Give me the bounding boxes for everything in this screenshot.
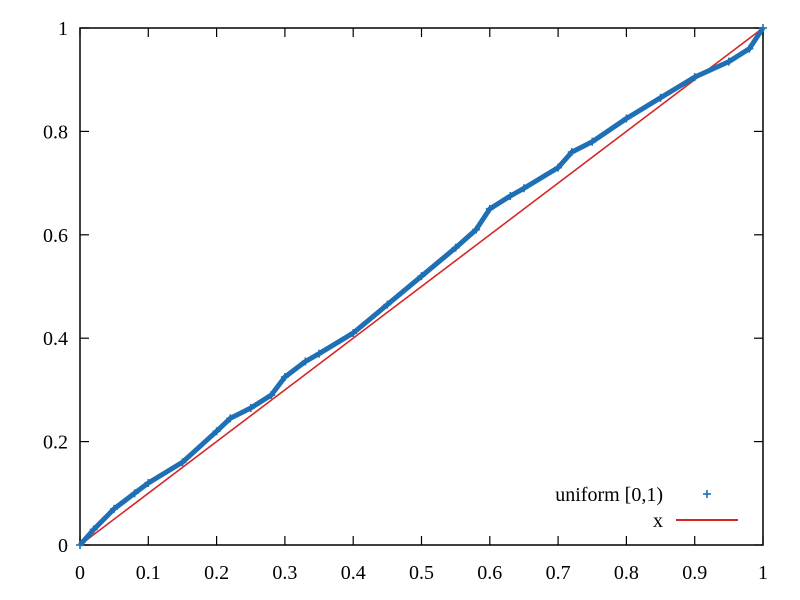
data-point (110, 504, 119, 513)
data-point (301, 357, 310, 366)
x-tick-label: 0.8 (614, 562, 639, 584)
y-tick-label: 0 (58, 535, 68, 557)
data-point (280, 372, 289, 381)
x-tick-label: 0.3 (272, 562, 297, 584)
series-uniform-points (76, 24, 767, 549)
data-point (506, 192, 515, 201)
x-tick-label: 0.2 (204, 562, 229, 584)
data-point (144, 478, 153, 487)
data-point (267, 391, 276, 400)
y-tick-label: 0.6 (43, 225, 68, 247)
y-tick-label: 0.8 (43, 121, 68, 143)
data-point (656, 93, 665, 102)
y-axis-tick-labels: 0 0.2 0.4 0.6 0.8 1 (43, 18, 68, 557)
data-point (451, 243, 460, 252)
x-tick-label: 0.9 (682, 562, 707, 584)
legend: uniform [0,1) x (555, 484, 738, 532)
data-point (76, 541, 84, 549)
y-tick-label: 0.2 (43, 432, 68, 454)
data-point (622, 114, 631, 123)
data-point (745, 44, 754, 53)
y-tick-label: 0.4 (43, 328, 68, 350)
data-point (212, 427, 221, 436)
data-point (554, 163, 563, 172)
data-point (472, 225, 481, 234)
data-point (724, 57, 733, 66)
legend-plus-marker (703, 490, 711, 498)
data-point (315, 349, 324, 358)
x-tick-label: 0.5 (409, 562, 434, 584)
x-tick-label: 0.4 (341, 562, 366, 584)
data-point (417, 272, 426, 281)
x-tick-label: 0.7 (546, 562, 571, 584)
data-point (690, 73, 699, 82)
x-tick-label: 0.1 (136, 562, 161, 584)
line-segment-x (79, 27, 764, 546)
data-point (588, 137, 597, 146)
points-band-uniform (78, 26, 766, 547)
data-point (178, 458, 187, 467)
data-point (485, 204, 494, 213)
data-point (89, 525, 98, 534)
data-point (759, 24, 767, 32)
legend-label-uniform: uniform [0,1) (555, 484, 663, 506)
data-point (246, 403, 255, 412)
x-tick-label: 0.6 (477, 562, 502, 584)
series-x-line (79, 27, 764, 546)
data-point (349, 329, 358, 338)
data-point (383, 300, 392, 309)
x-tick-label: 1 (758, 562, 768, 584)
data-point (226, 414, 235, 423)
x-tick-label: 0 (75, 562, 85, 584)
legend-label-x: x (653, 510, 663, 532)
y-tick-label: 1 (58, 18, 68, 40)
data-point (130, 489, 139, 498)
data-point (519, 184, 528, 193)
data-point (567, 148, 576, 157)
x-axis-tick-labels: 0 0.1 0.2 0.3 0.4 0.5 0.6 0.7 0.8 0.9 1 (75, 562, 768, 584)
legend-marker-uniform (703, 490, 711, 498)
